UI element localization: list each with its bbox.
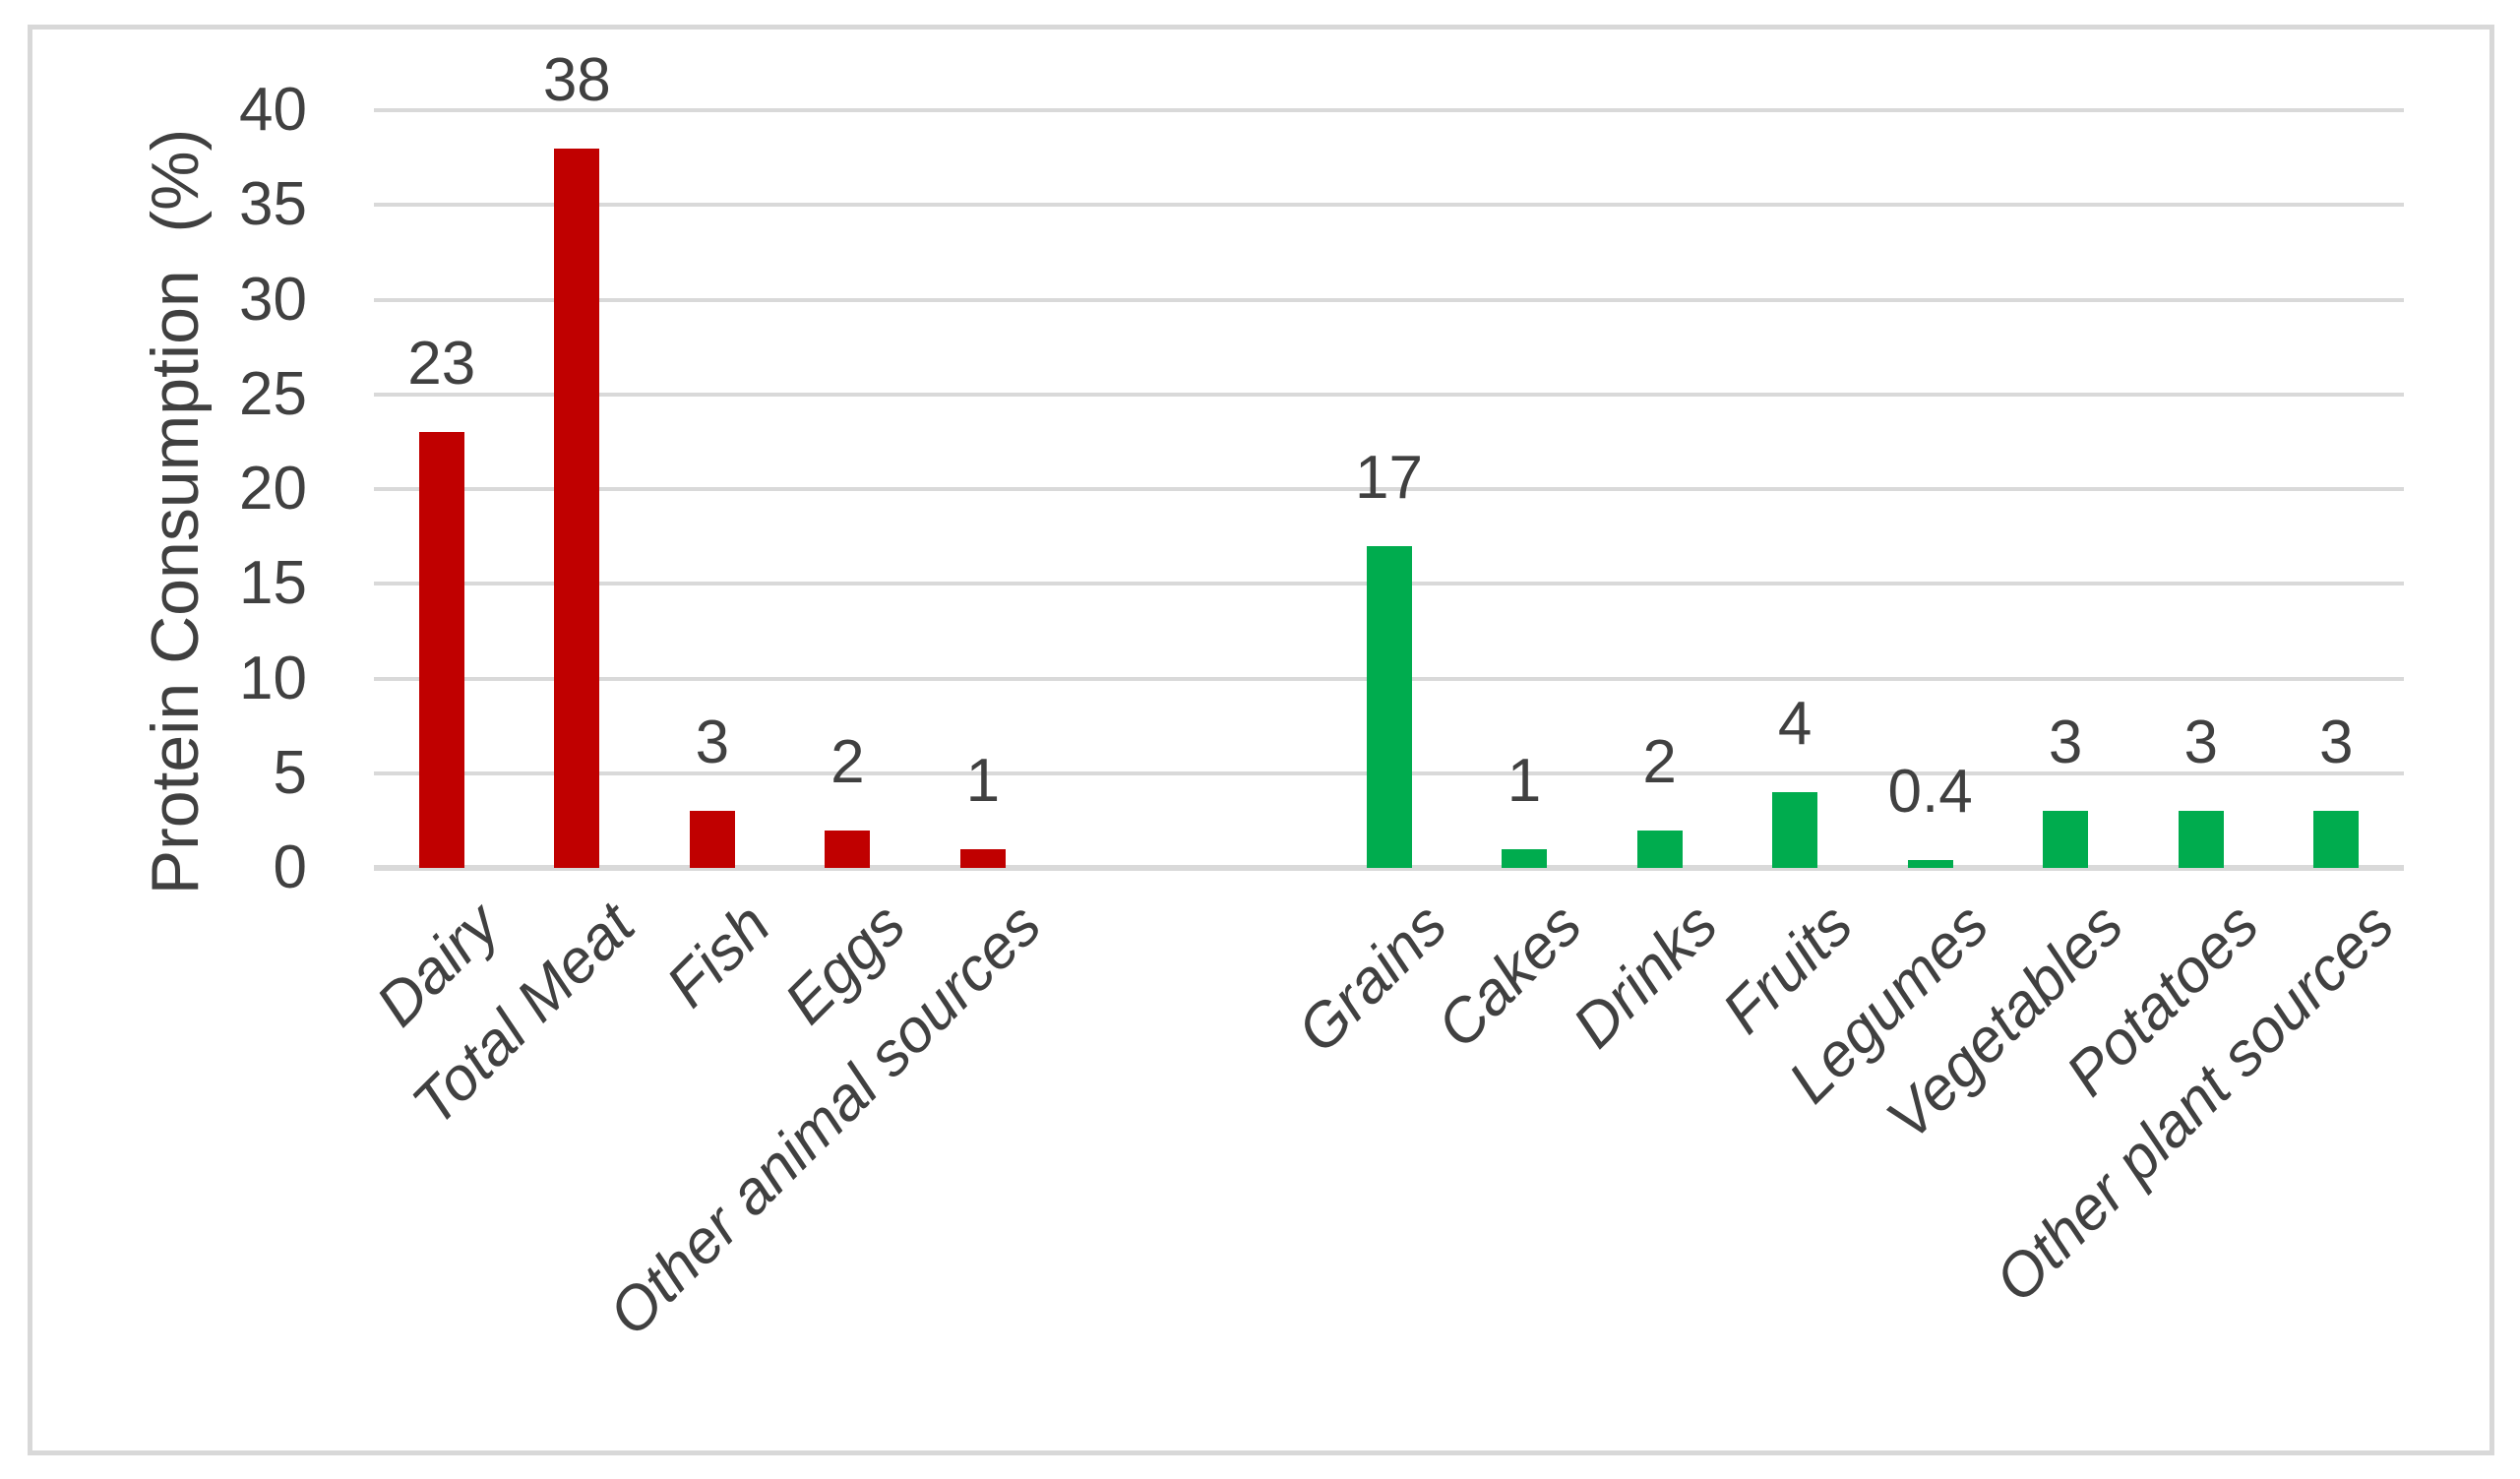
y-axis-tick-labels: 0 5 10 15 20 25 30 35 40 <box>0 0 307 1479</box>
chart-frame <box>28 25 2494 1455</box>
y-tick-label-30: 30 <box>239 265 307 334</box>
y-axis-title: Protein Consumption (%) <box>138 128 213 895</box>
y-tick-label-35: 35 <box>239 170 307 239</box>
y-tick-label-20: 20 <box>239 455 307 523</box>
y-tick-label-15: 15 <box>239 549 307 618</box>
y-tick-label-5: 5 <box>273 738 307 807</box>
y-tick-label-25: 25 <box>239 359 307 428</box>
y-tick-label-0: 0 <box>273 833 307 901</box>
y-tick-label-10: 10 <box>239 644 307 712</box>
y-tick-label-40: 40 <box>239 76 307 144</box>
